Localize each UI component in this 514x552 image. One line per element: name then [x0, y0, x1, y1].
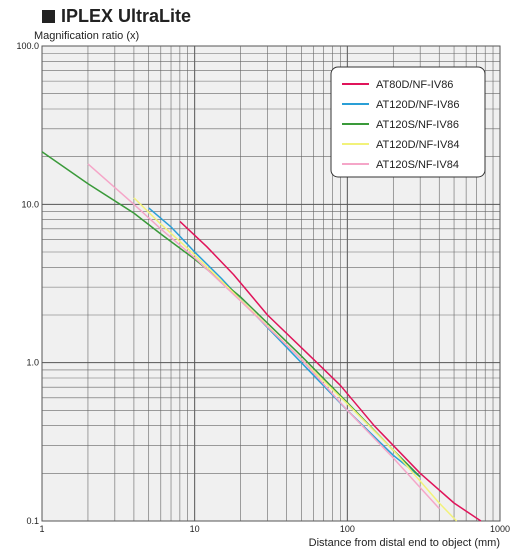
series-line [179, 220, 482, 522]
legend-label: AT120S/NF-IV86 [376, 119, 459, 131]
grid-lines [41, 46, 500, 522]
y-axis-label: Magnification ratio (x) [34, 30, 139, 42]
y-tick-label: 1.0 [26, 358, 39, 368]
legend-label: AT120D/NF-IV86 [376, 99, 460, 111]
series-lines [41, 151, 482, 522]
chart-title: IPLEX UltraLite [61, 6, 192, 26]
title-square-icon [42, 10, 55, 23]
tick-labels: 1 10 100 1000 0.1 1.0 10.0 100.0 [16, 41, 510, 534]
y-tick-label: 10.0 [21, 199, 39, 209]
x-tick-label: 100 [340, 524, 355, 534]
x-tick-label: 10 [190, 524, 200, 534]
legend: AT80D/NF-IV86 AT120D/NF-IV86 AT120S/NF-IV8… [330, 66, 486, 178]
legend-label: AT120S/NF-IV84 [376, 159, 459, 171]
legend-box [330, 66, 486, 178]
x-tick-label: 1 [39, 524, 44, 534]
series-line [87, 163, 440, 510]
legend-label: AT120D/NF-IV84 [376, 139, 460, 151]
y-tick-label: 0.1 [26, 516, 39, 526]
chart-title-group: IPLEX UltraLite [42, 6, 191, 27]
x-tick-label: 1000 [490, 524, 510, 534]
x-axis-label: Distance from distal end to object (mm) [309, 537, 500, 549]
y-tick-label: 100.0 [16, 41, 39, 51]
legend-label: AT80D/NF-IV86 [376, 79, 453, 91]
